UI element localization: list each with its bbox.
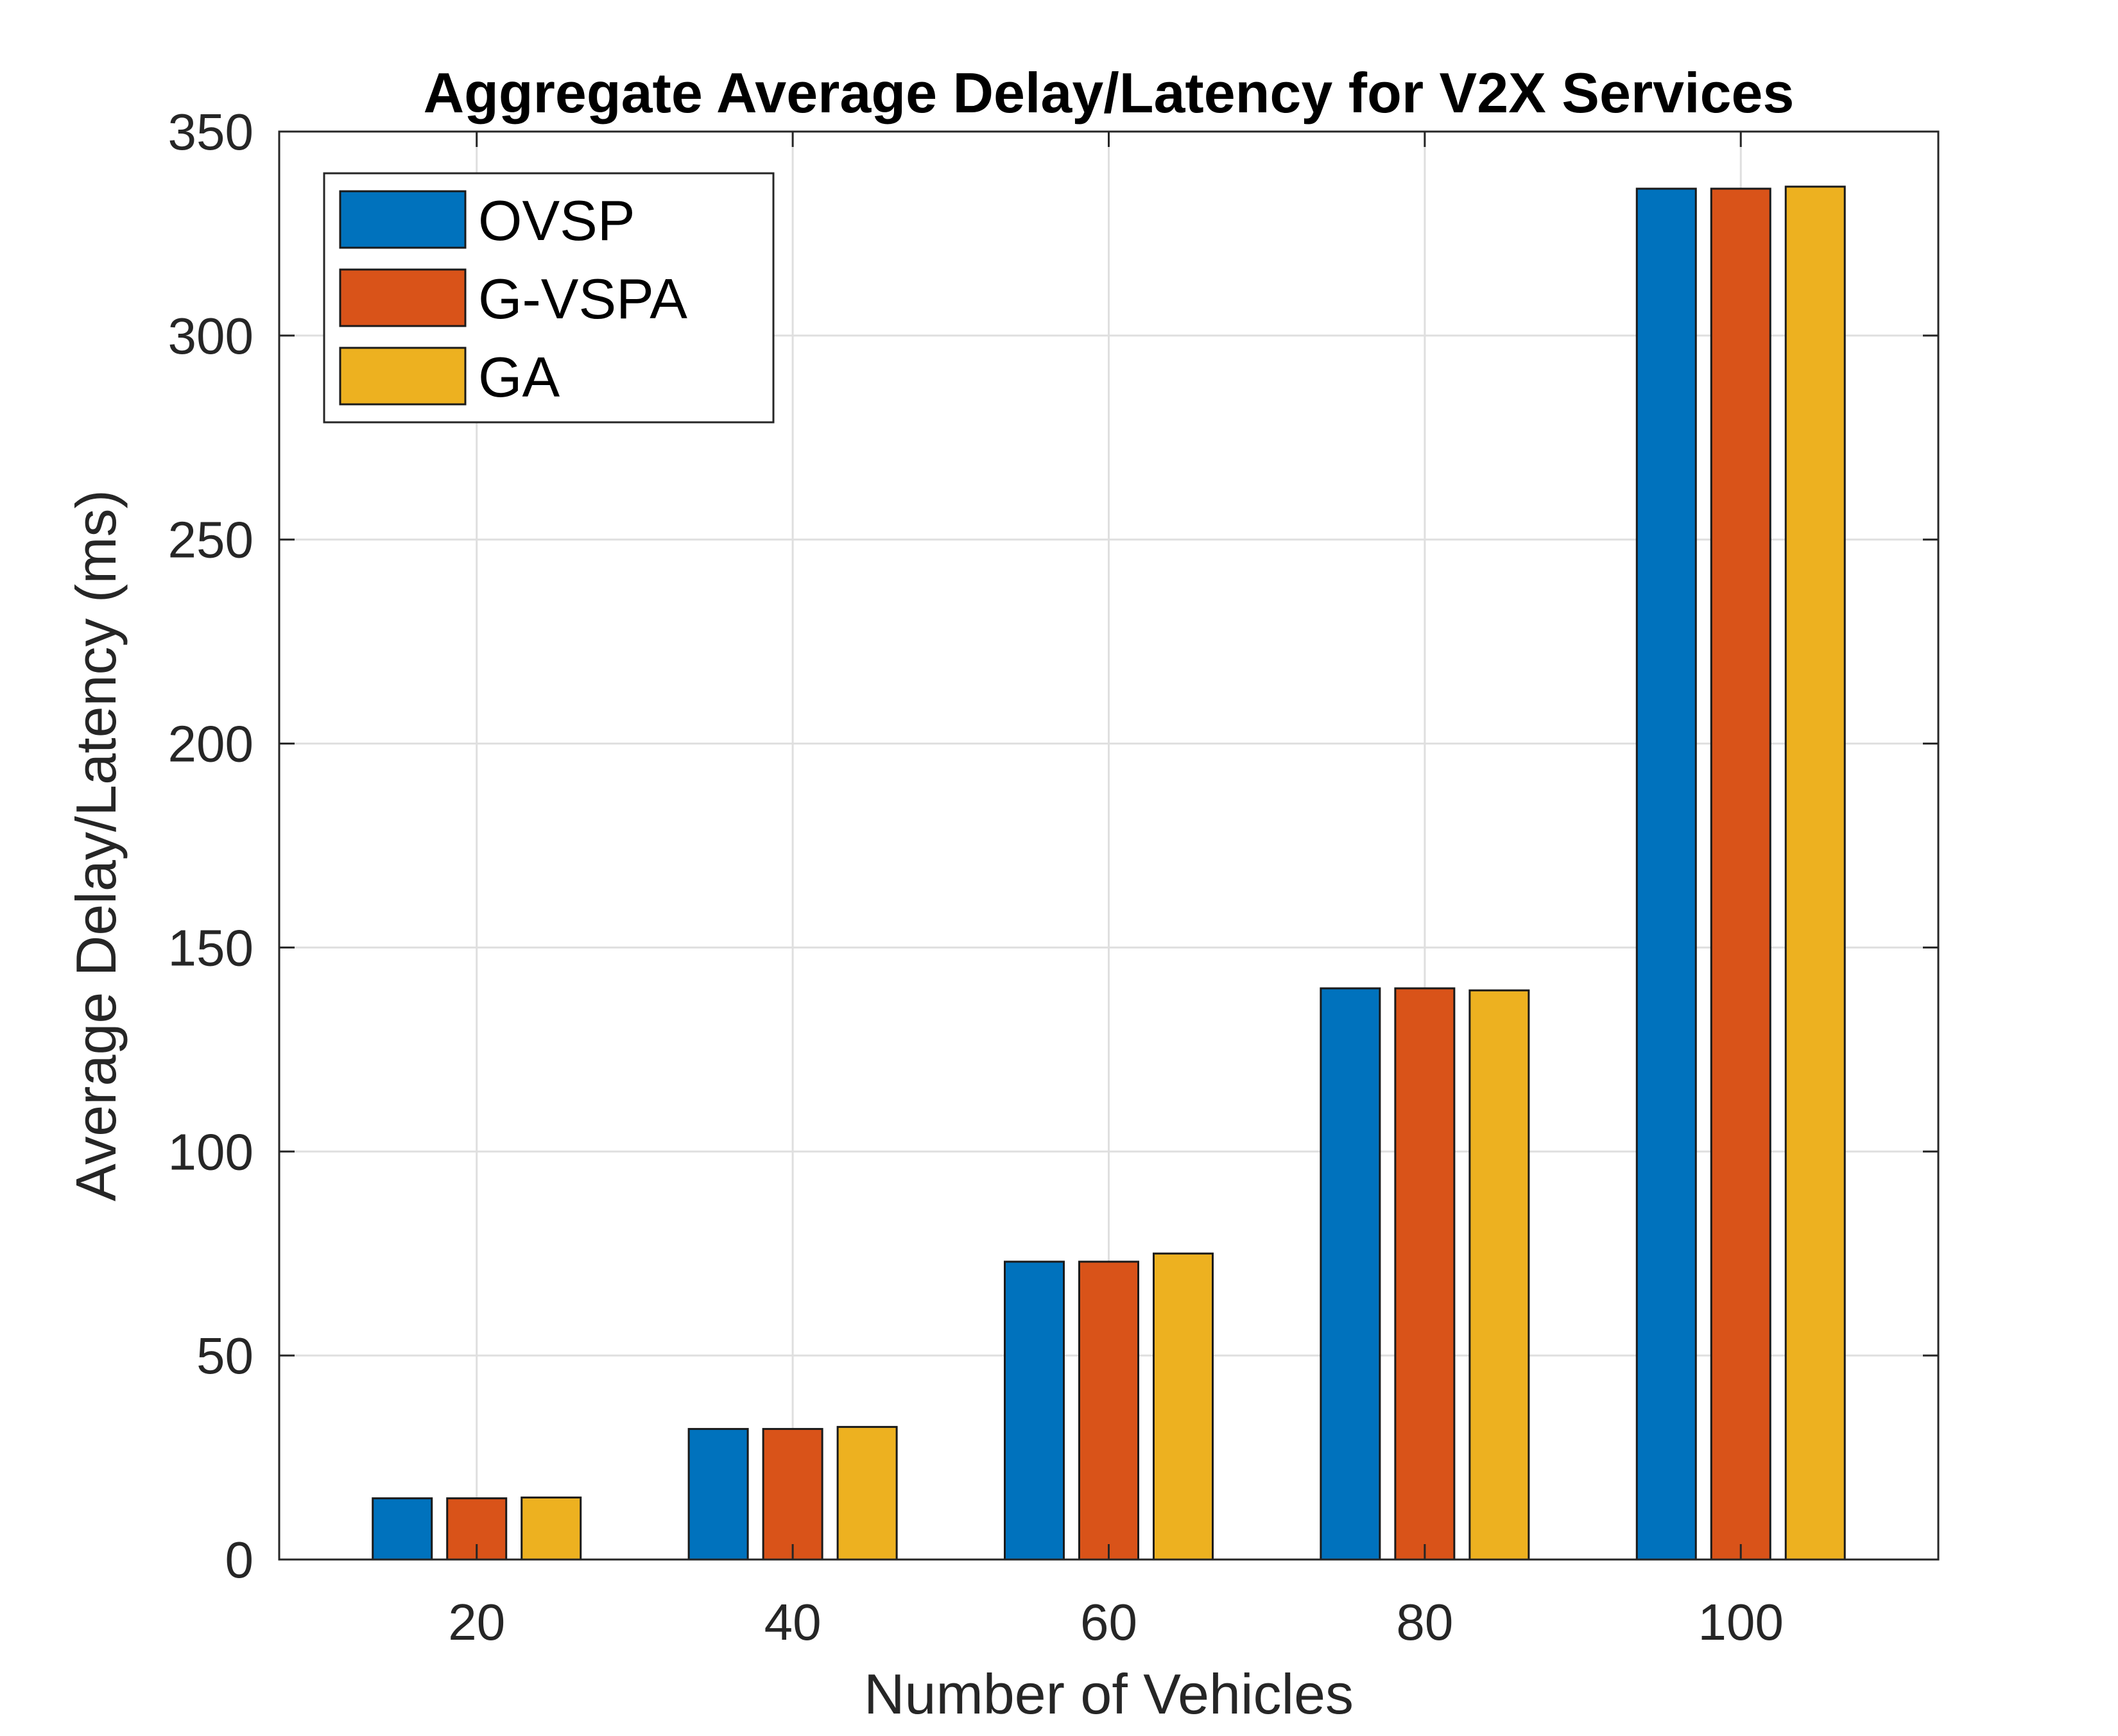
legend: OVSP G-VSPA GA [323, 172, 775, 424]
bar-ga-100 [1784, 185, 1846, 1561]
axis-ticks: 0 50 100 150 200 250 300 350 20 40 60 80 100 [168, 103, 1938, 1651]
bar-g-vspa-60 [1078, 1260, 1139, 1561]
bar-g-vspa-40 [762, 1428, 823, 1561]
y-tick-label: 150 [168, 919, 254, 976]
y-tick-label: 250 [168, 511, 254, 569]
legend-label: OVSP [478, 189, 635, 252]
y-tick-label: 0 [225, 1531, 254, 1588]
y-tick-label: 200 [168, 716, 254, 773]
y-tick-label: 300 [168, 307, 254, 365]
legend-label: GA [478, 345, 560, 409]
x-tick-label: 40 [764, 1594, 822, 1651]
x-tick-label: 20 [448, 1594, 505, 1651]
legend-swatch-g-vspa [339, 268, 467, 327]
legend-label: G-VSPA [478, 267, 687, 331]
y-axis-label: Average Delay/Latency (ms) [64, 490, 128, 1201]
x-tick-label: 60 [1080, 1594, 1137, 1651]
bar-ovsp-20 [372, 1497, 433, 1561]
bar-ga-60 [1153, 1252, 1214, 1561]
bar-ga-80 [1468, 989, 1530, 1561]
bar-g-vspa-100 [1710, 187, 1771, 1561]
y-tick-label: 50 [196, 1327, 254, 1384]
y-tick-label: 350 [168, 103, 254, 160]
legend-swatch-ga [339, 347, 467, 406]
x-tick-label: 100 [1698, 1594, 1784, 1651]
bar-g-vspa-80 [1394, 987, 1456, 1561]
x-tick-label: 80 [1396, 1594, 1453, 1651]
legend-swatch-ovsp [339, 190, 467, 249]
bar-ovsp-40 [687, 1428, 749, 1561]
y-tick-label: 100 [168, 1123, 254, 1180]
bar-ovsp-100 [1635, 187, 1697, 1561]
bar-ga-40 [836, 1425, 898, 1561]
bar-ovsp-60 [1004, 1260, 1065, 1561]
bar-ovsp-80 [1320, 987, 1381, 1561]
chart-title: Aggregate Average Delay/Latency for V2X … [424, 61, 1795, 125]
bar-ga-20 [521, 1496, 582, 1561]
x-axis-label: Number of Vehicles [864, 1662, 1354, 1726]
